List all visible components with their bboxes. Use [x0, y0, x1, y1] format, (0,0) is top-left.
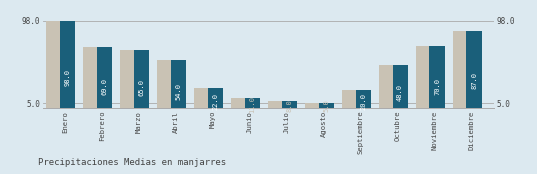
Bar	[318, 103, 334, 108]
Text: 48.0: 48.0	[397, 84, 403, 101]
Bar	[393, 65, 408, 108]
Text: 5.0: 5.0	[323, 99, 329, 112]
Bar	[120, 50, 149, 108]
Bar	[194, 88, 223, 108]
Bar	[245, 98, 260, 108]
Bar	[416, 46, 445, 108]
Bar	[379, 65, 408, 108]
Bar	[83, 47, 112, 108]
Text: 98.0: 98.0	[64, 69, 70, 86]
Text: 8.0: 8.0	[286, 99, 292, 112]
Bar	[467, 31, 482, 108]
Bar	[208, 88, 223, 108]
Bar	[171, 60, 186, 108]
Bar	[46, 21, 75, 108]
Bar	[281, 101, 297, 108]
Text: 65.0: 65.0	[139, 79, 144, 96]
Bar	[134, 50, 149, 108]
Bar	[305, 103, 334, 108]
Text: 20.0: 20.0	[360, 93, 366, 110]
Bar	[60, 21, 75, 108]
Text: 87.0: 87.0	[471, 72, 477, 89]
Text: Precipitaciones Medias en manjarres: Precipitaciones Medias en manjarres	[38, 158, 226, 167]
Bar	[342, 90, 371, 108]
Text: 54.0: 54.0	[175, 83, 182, 100]
Bar	[157, 60, 186, 108]
Text: 11.0: 11.0	[249, 96, 255, 113]
Bar	[268, 101, 297, 108]
Bar	[97, 47, 112, 108]
Bar	[355, 90, 371, 108]
Text: 70.0: 70.0	[434, 78, 440, 95]
Text: 69.0: 69.0	[101, 78, 107, 95]
Bar	[231, 98, 260, 108]
Bar	[453, 31, 482, 108]
Text: 22.0: 22.0	[212, 93, 218, 110]
Bar	[430, 46, 445, 108]
